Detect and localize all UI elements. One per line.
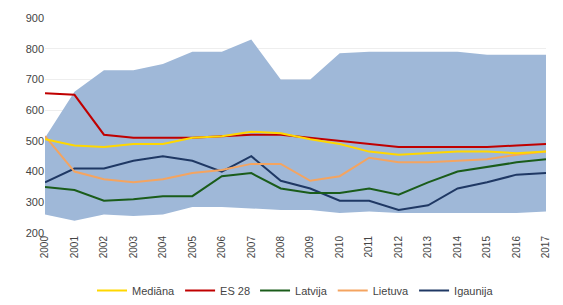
svg-text:Lietuva: Lietuva	[373, 285, 409, 297]
svg-text:200: 200	[26, 227, 44, 239]
svg-text:2014: 2014	[452, 236, 463, 259]
svg-text:2003: 2003	[128, 236, 139, 259]
svg-text:2002: 2002	[98, 236, 109, 259]
svg-text:300: 300	[26, 196, 44, 208]
svg-text:2012: 2012	[393, 236, 404, 259]
svg-text:Mediāna: Mediāna	[132, 285, 175, 297]
svg-text:ES 28: ES 28	[220, 285, 250, 297]
svg-text:500: 500	[26, 135, 44, 147]
svg-text:2017: 2017	[540, 236, 551, 259]
svg-text:2013: 2013	[422, 236, 433, 259]
svg-text:2008: 2008	[275, 236, 286, 259]
svg-text:900: 900	[26, 12, 44, 24]
svg-text:2009: 2009	[304, 236, 315, 259]
svg-text:Igaunija: Igaunija	[454, 285, 493, 297]
svg-text:600: 600	[26, 104, 44, 116]
svg-text:2010: 2010	[334, 236, 345, 259]
svg-text:2005: 2005	[187, 236, 198, 259]
svg-text:2004: 2004	[157, 236, 168, 259]
svg-text:2006: 2006	[216, 236, 227, 259]
svg-text:800: 800	[26, 43, 44, 55]
svg-text:400: 400	[26, 165, 44, 177]
svg-text:2015: 2015	[481, 236, 492, 259]
svg-text:2016: 2016	[511, 236, 522, 259]
svg-text:2011: 2011	[363, 236, 374, 258]
svg-text:Latvija: Latvija	[295, 285, 328, 297]
svg-text:2000: 2000	[39, 236, 50, 259]
svg-text:2001: 2001	[69, 236, 80, 259]
svg-text:2007: 2007	[246, 236, 257, 259]
svg-text:700: 700	[26, 73, 44, 85]
